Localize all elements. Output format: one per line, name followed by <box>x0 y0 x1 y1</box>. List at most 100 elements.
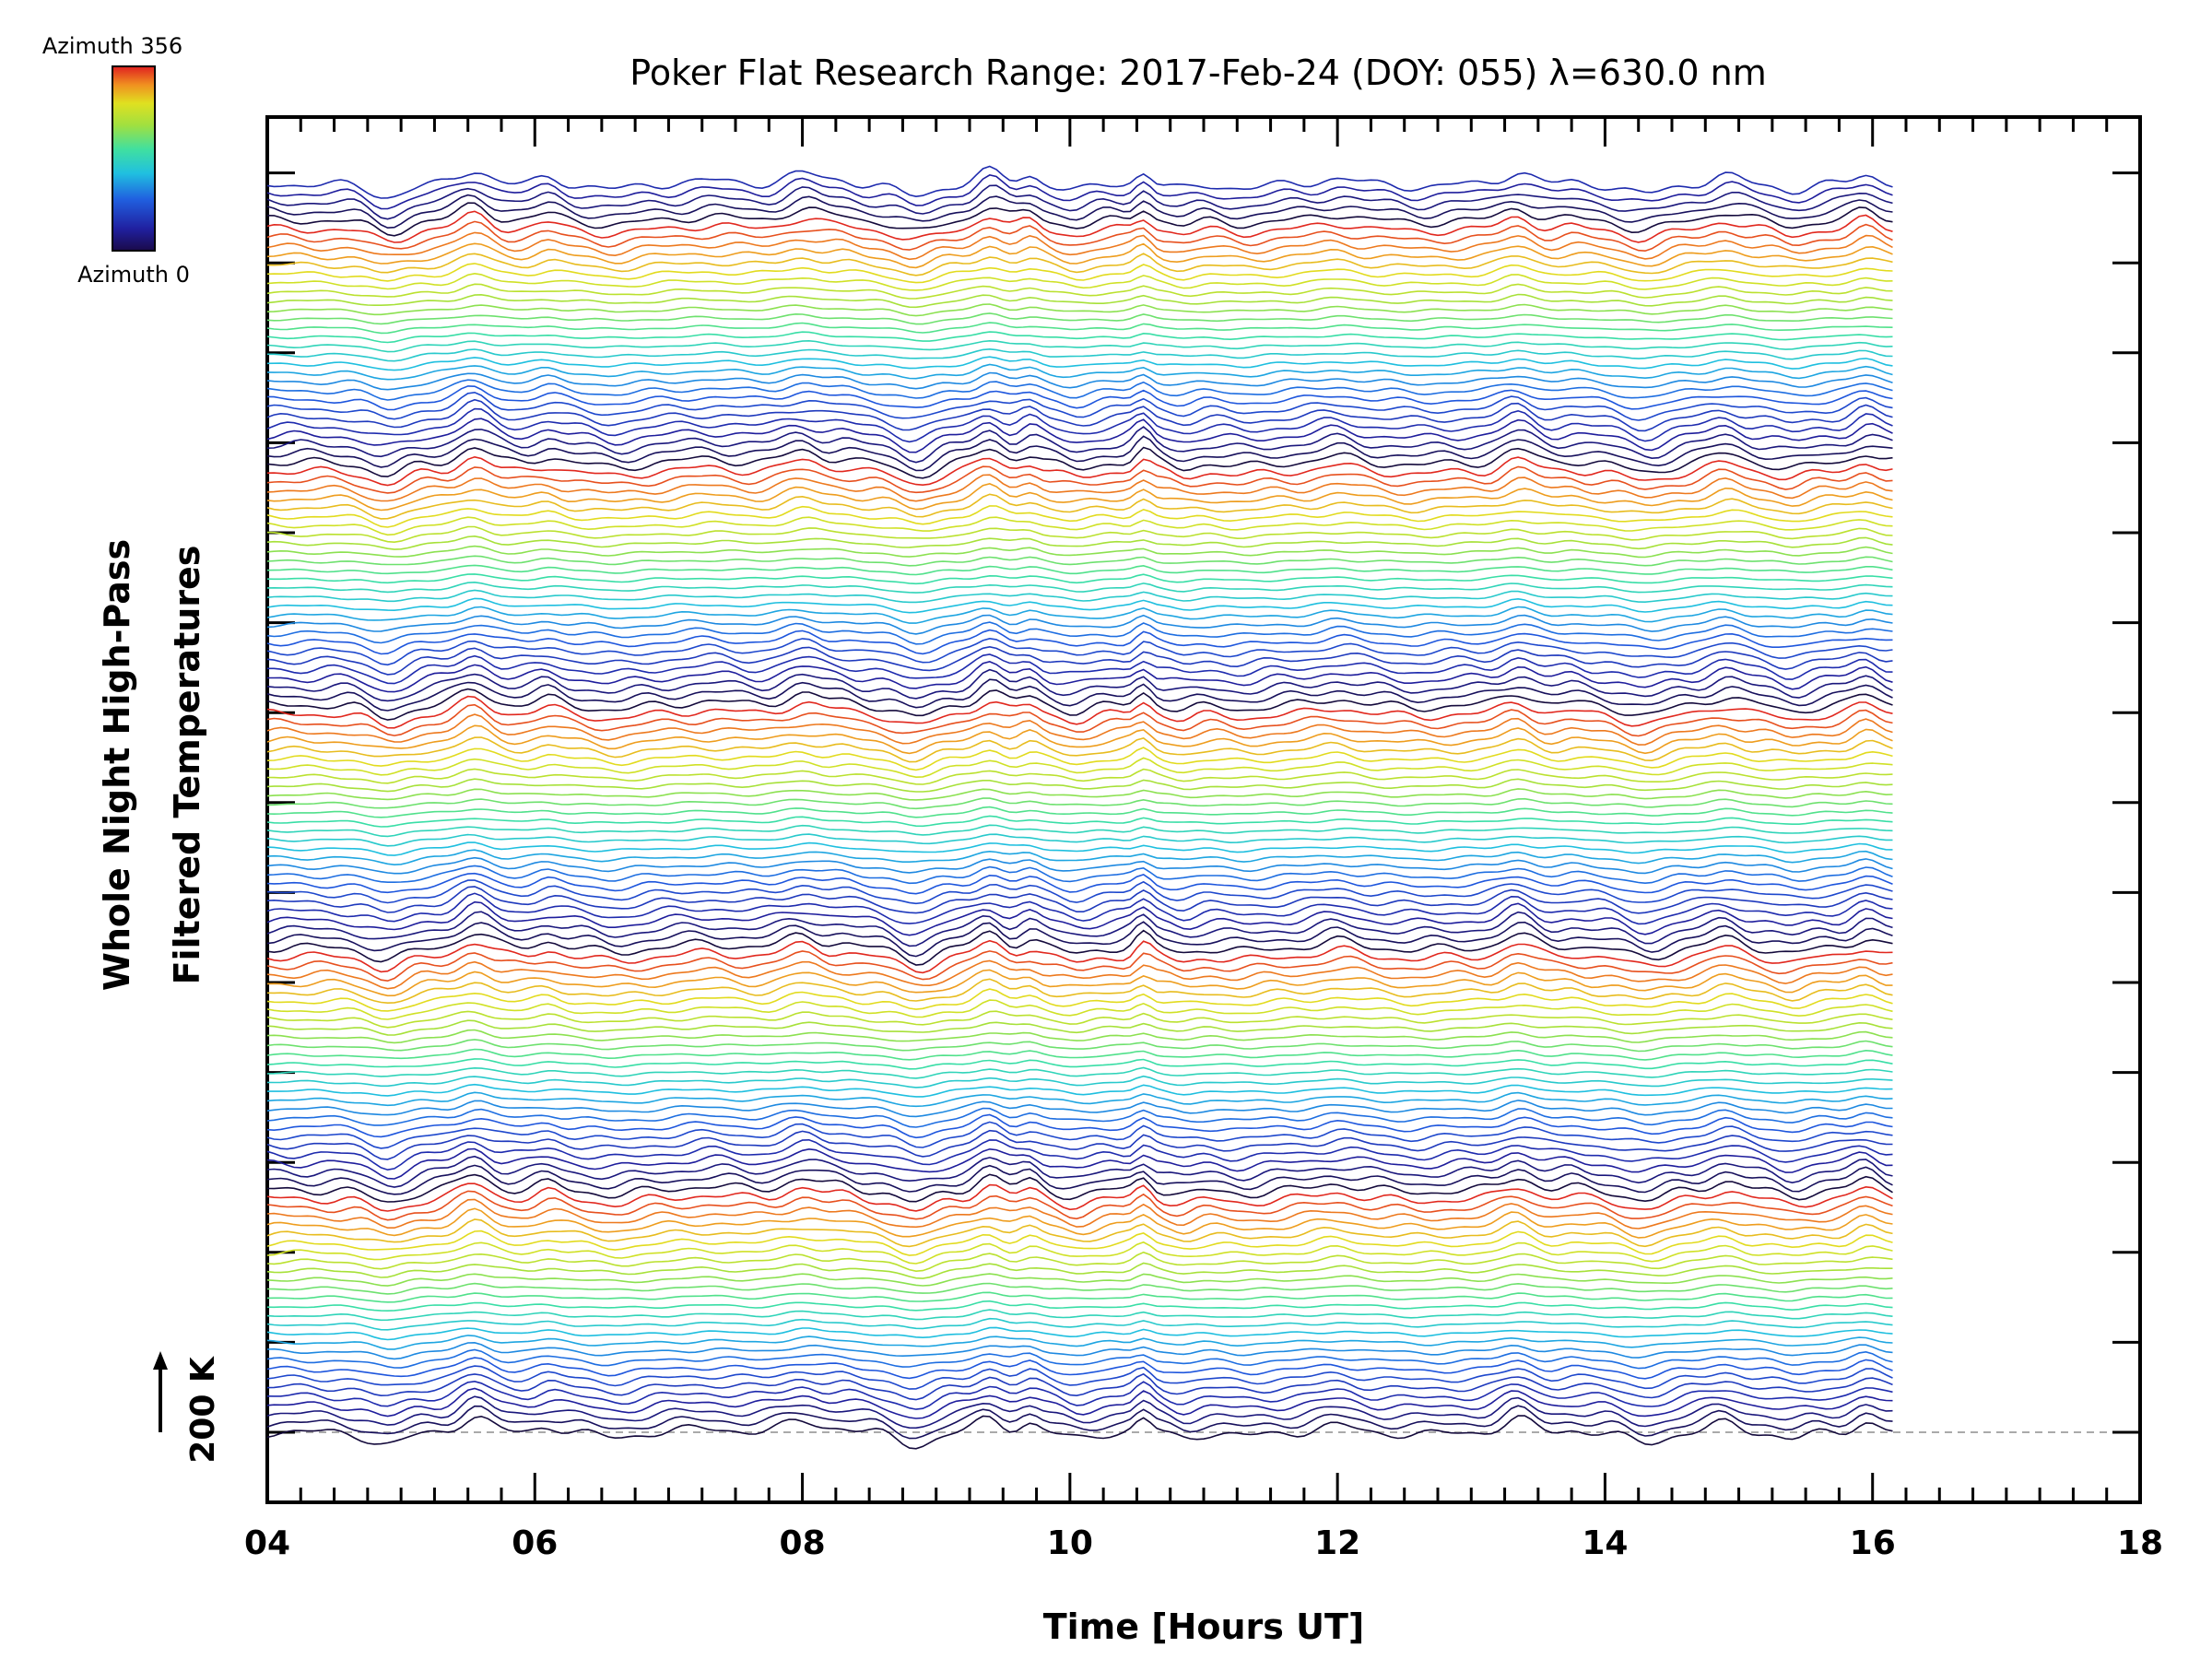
x-tick-label: 18 <box>2117 1524 2163 1562</box>
series-line <box>266 969 1893 997</box>
series-line <box>266 398 1893 432</box>
series-line <box>266 407 1893 443</box>
series-line <box>266 1317 1893 1331</box>
series-line <box>266 589 1893 604</box>
series-line <box>266 621 1893 645</box>
series-line <box>266 959 1893 990</box>
series-line <box>266 865 1893 885</box>
series-line <box>266 939 1893 974</box>
scale-bar-label: 200 K <box>184 1356 222 1464</box>
series-line <box>266 435 1893 472</box>
series-line <box>266 1129 1893 1160</box>
series-line <box>266 911 1893 947</box>
series-line <box>266 824 1893 838</box>
series-line <box>266 1048 1893 1061</box>
series-line <box>266 678 1893 712</box>
series-line <box>266 356 1893 371</box>
series-line <box>266 1282 1893 1295</box>
series-line <box>266 371 1893 391</box>
series-line <box>266 1107 1893 1128</box>
series-line <box>266 1091 1893 1108</box>
series-line <box>266 1291 1893 1303</box>
series-line <box>266 703 1893 737</box>
series-line <box>266 1075 1893 1088</box>
series-line <box>266 1113 1893 1139</box>
series-line <box>266 950 1893 982</box>
series-line <box>266 455 1893 487</box>
series-line <box>266 1100 1893 1118</box>
x-tick-label: 04 <box>244 1524 290 1562</box>
series-line <box>266 892 1893 925</box>
series-line <box>266 978 1893 1005</box>
series-line <box>266 465 1893 494</box>
series-line <box>266 573 1893 585</box>
series-line <box>266 483 1893 512</box>
colorbar-bottom-label: Azimuth 0 <box>77 262 190 288</box>
series-line <box>266 614 1893 635</box>
series-line <box>266 1218 1893 1248</box>
series-line <box>266 505 1893 528</box>
series-line <box>266 1164 1893 1195</box>
series-line <box>266 165 1893 199</box>
series-line <box>266 1357 1893 1380</box>
y-axis-label-line1: Whole Night High-Pass <box>97 539 137 991</box>
series-line <box>266 263 1893 284</box>
series-line <box>266 564 1893 576</box>
series-line <box>266 1230 1893 1256</box>
series-line <box>266 1341 1893 1360</box>
x-tick-label: 12 <box>1314 1524 1360 1562</box>
series-line <box>266 736 1893 763</box>
series-line <box>266 272 1893 291</box>
series-line <box>266 929 1893 966</box>
series-line <box>266 1010 1893 1029</box>
series-line <box>266 1029 1893 1044</box>
series-line <box>266 833 1893 847</box>
chart-title: Poker Flat Research Range: 2017-Feb-24 (… <box>629 53 1766 93</box>
series-line <box>266 1039 1893 1053</box>
series-line <box>266 1405 1893 1440</box>
series-line <box>266 1198 1893 1230</box>
series-line <box>266 747 1893 771</box>
series-line <box>266 900 1893 936</box>
series-line <box>266 322 1893 335</box>
series-line <box>266 1262 1893 1279</box>
series-line <box>266 303 1893 317</box>
series-line <box>266 1273 1893 1287</box>
series-line <box>266 312 1893 325</box>
colorbar-top-label: Azimuth 356 <box>42 33 182 59</box>
series-line <box>266 1335 1893 1350</box>
series-line <box>266 1190 1893 1221</box>
series-line <box>267 347 1893 362</box>
series-line <box>266 253 1893 276</box>
series-line <box>266 757 1893 779</box>
series-line <box>266 872 1893 895</box>
series-line <box>266 597 1893 614</box>
y-axis-label-line2: Filtered Temperatures <box>167 546 207 985</box>
axis-ticks <box>265 117 2142 1502</box>
series-line <box>266 629 1893 655</box>
series-line <box>266 768 1893 785</box>
series-line <box>266 645 1893 676</box>
series-line <box>266 194 1893 229</box>
series-line <box>266 379 1893 401</box>
series-line <box>266 516 1893 536</box>
series-line <box>266 545 1893 559</box>
series-line <box>266 293 1893 309</box>
series-line <box>266 1372 1893 1401</box>
series-line <box>266 339 1893 353</box>
series-line <box>266 474 1893 502</box>
series-line <box>266 668 1893 702</box>
series-line <box>266 778 1893 793</box>
series-line <box>266 988 1893 1012</box>
series-line <box>266 1326 1893 1341</box>
series-line <box>266 1207 1893 1239</box>
series-line <box>266 797 1893 810</box>
series-line <box>266 815 1893 828</box>
series-line <box>266 724 1893 755</box>
series-line <box>266 1121 1893 1149</box>
series-line <box>266 331 1893 344</box>
series-line <box>266 174 1893 210</box>
x-tick-label: 14 <box>1582 1524 1628 1562</box>
series-line <box>266 385 1893 411</box>
scale-bar-arrow-icon <box>153 1351 168 1370</box>
